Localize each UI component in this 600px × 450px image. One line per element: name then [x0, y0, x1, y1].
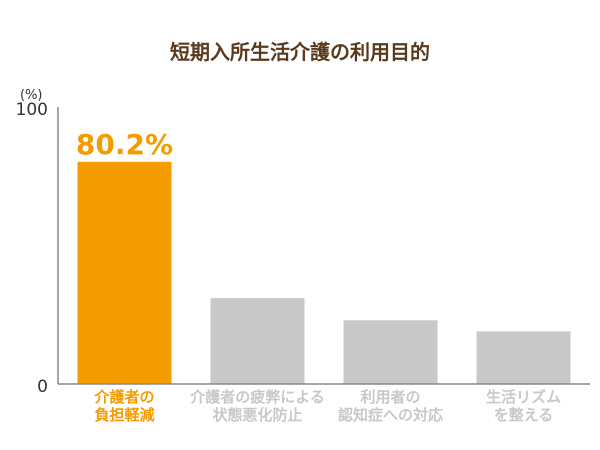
category-label: 状態悪化防止 — [212, 406, 302, 424]
data-label: 80.2% — [76, 128, 173, 161]
y-tick-label: 0 — [37, 377, 48, 397]
category-label: 介護者の疲弊による — [189, 388, 325, 406]
chart-title: 短期入所生活介護の利用目的 — [170, 40, 430, 64]
y-tick-label: 100 — [16, 100, 48, 120]
category-label: を整える — [494, 406, 554, 424]
category-label: 認知症への対応 — [338, 406, 443, 424]
bar — [210, 298, 305, 384]
bar — [343, 320, 438, 384]
category-label: 介護者の — [93, 388, 154, 406]
category-label: 利用者の — [360, 388, 420, 406]
bar — [77, 161, 172, 384]
category-label: 負担軽減 — [94, 406, 154, 424]
y-axis-unit: (%) — [20, 88, 43, 103]
bar — [476, 331, 571, 384]
category-label: 生活リズム — [486, 388, 561, 406]
